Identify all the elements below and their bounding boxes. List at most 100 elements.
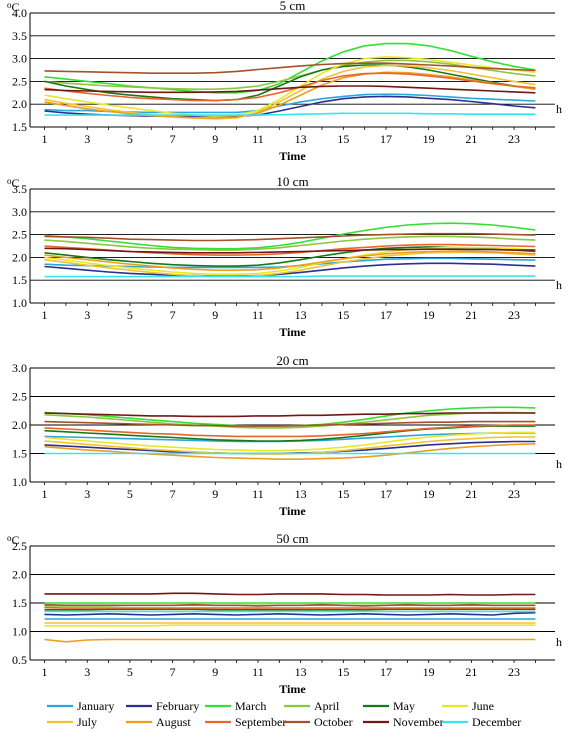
series-line-september (44, 606, 536, 609)
y-tick-label: 3.0 (12, 205, 27, 219)
x-tick-label: 5 (127, 132, 133, 146)
series-line-april (44, 411, 536, 429)
x-axis-label: Time (279, 325, 306, 339)
legend-item: May (363, 699, 415, 713)
series-line-august (44, 638, 536, 643)
x-tick-label: 19 (423, 665, 435, 679)
x-axis-label: Time (279, 682, 306, 696)
legend-label: October (314, 715, 353, 729)
x-tick-label: 21 (465, 308, 477, 322)
y-tick-label: 1.5 (12, 596, 27, 610)
series-line-march (44, 42, 536, 94)
legend-item: August (126, 715, 191, 729)
y-tick-label: 2.5 (12, 390, 27, 404)
legend-item: June (442, 699, 494, 713)
x-tick-label: 19 (423, 132, 435, 146)
series-line-october (44, 62, 536, 74)
series-line-june (44, 431, 536, 452)
x-tick-label: 21 (465, 665, 477, 679)
series-line-june (44, 55, 536, 117)
x-axis-label: Time (279, 504, 306, 518)
panel-title: 5 cm (280, 0, 306, 13)
x-tick-label: 3 (84, 665, 90, 679)
x-tick-label: 15 (337, 132, 349, 146)
y-tick-label: 3.5 (12, 29, 27, 43)
panel-3: 20 cm1.01.52.02.53.01 3 5 7 9 11 13 15 17 19 21 23h… (12, 353, 562, 518)
y-tick-label: 1.5 (12, 120, 27, 134)
legend-label: September (235, 715, 286, 729)
panel-title: 10 cm (276, 174, 308, 189)
series-line-march (44, 222, 536, 250)
panel-title: 20 cm (276, 353, 308, 368)
series-line-may (44, 64, 536, 102)
legend-label: May (393, 699, 415, 713)
y-tick-label: 2.0 (12, 568, 27, 582)
y-tick-label: 1.5 (12, 447, 27, 461)
x-tick-label: 3 (84, 132, 90, 146)
x-tick-label: 7 (170, 132, 176, 146)
series-line-february (44, 611, 536, 616)
x-tick-label: 23 (508, 665, 520, 679)
x-tick-label: 17 (380, 132, 392, 146)
x-unit-label: h (556, 278, 562, 292)
y-tick-label: 2.5 (12, 539, 27, 553)
x-tick-label: 3 (84, 308, 90, 322)
x-tick-label: 1 (42, 487, 48, 501)
legend-label: July (77, 715, 97, 729)
series-line-april (44, 235, 536, 251)
x-tick-label: 15 (337, 487, 349, 501)
series-line-november (44, 247, 536, 254)
x-tick-label: 13 (295, 665, 307, 679)
y-tick-label: 2.0 (12, 418, 27, 432)
x-tick-label: 23 (508, 132, 520, 146)
series-line-november (44, 85, 536, 94)
y-tick-label: 2.0 (12, 250, 27, 264)
x-tick-label: 15 (337, 308, 349, 322)
x-unit-label: h (556, 457, 562, 471)
x-tick-label: 9 (212, 308, 218, 322)
x-unit-label: h (556, 102, 562, 116)
x-axis-label: Time (279, 149, 306, 163)
series-line-july (44, 64, 536, 120)
x-tick-label: 13 (295, 487, 307, 501)
y-tick-label: 4.0 (12, 6, 27, 20)
x-tick-label: 17 (380, 308, 392, 322)
y-unit-label: oC (7, 0, 20, 14)
x-tick-label: 5 (127, 665, 133, 679)
legend-label: August (156, 715, 191, 729)
x-tick-label: 19 (423, 487, 435, 501)
legend-item: February (126, 699, 199, 713)
series-line-february (44, 262, 536, 277)
legend-label: June (472, 699, 494, 713)
x-tick-label: 21 (465, 132, 477, 146)
x-tick-label: 13 (295, 132, 307, 146)
panel-title: 50 cm (276, 531, 308, 546)
x-tick-label: 11 (252, 132, 264, 146)
x-tick-label: 3 (84, 487, 90, 501)
series-line-june (44, 624, 536, 627)
legend-label: November (393, 715, 444, 729)
x-tick-label: 7 (170, 308, 176, 322)
x-tick-label: 9 (212, 665, 218, 679)
x-tick-label: 23 (508, 308, 520, 322)
legend-item: December (442, 715, 521, 729)
y-unit-label: oC (7, 176, 20, 190)
x-tick-label: 11 (252, 487, 264, 501)
x-tick-label: 9 (212, 132, 218, 146)
series-line-august (44, 71, 536, 119)
series-line-may (44, 608, 536, 611)
legend-item: January (47, 699, 114, 713)
y-tick-label: 1.5 (12, 273, 27, 287)
y-unit-label: oC (7, 533, 20, 547)
x-tick-label: 9 (212, 487, 218, 501)
y-tick-label: 1.0 (12, 296, 27, 310)
x-tick-label: 7 (170, 487, 176, 501)
legend-item: September (205, 715, 286, 729)
series-line-october (44, 232, 536, 242)
legend-item: November (363, 715, 444, 729)
x-tick-label: 11 (252, 308, 264, 322)
